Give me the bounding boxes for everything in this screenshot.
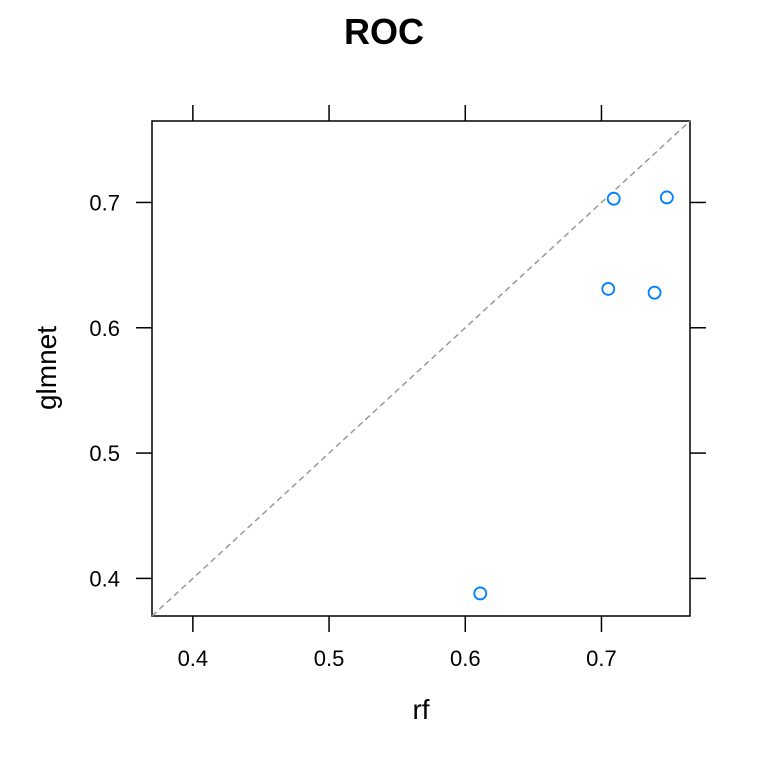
data-point	[601, 282, 616, 296]
data-point	[659, 190, 674, 205]
y-tick-label: 0.4	[89, 566, 120, 591]
y-axis-ticks: 0.4 0.5 0.6 0.7	[89, 190, 706, 591]
x-tick-label: 0.4	[178, 646, 209, 671]
y-tick-label: 0.5	[89, 441, 120, 466]
x-tick-label: 0.7	[586, 646, 617, 671]
data-point	[473, 586, 488, 601]
x-tick-label: 0.5	[314, 646, 345, 671]
reference-line-group	[151, 120, 691, 617]
chart-title: ROC	[344, 11, 424, 52]
y-tick-label: 0.7	[89, 190, 120, 215]
x-axis-ticks: 0.4 0.5 0.6 0.7	[178, 105, 617, 671]
reference-line	[151, 120, 691, 617]
data-point	[647, 285, 662, 300]
data-point	[606, 191, 621, 206]
y-tick-label: 0.6	[89, 316, 120, 341]
data-points	[473, 190, 674, 601]
plot-frame	[151, 120, 691, 617]
x-axis-label: rf	[412, 694, 429, 725]
y-axis-label: glmnet	[31, 326, 62, 410]
x-tick-label: 0.6	[450, 646, 481, 671]
